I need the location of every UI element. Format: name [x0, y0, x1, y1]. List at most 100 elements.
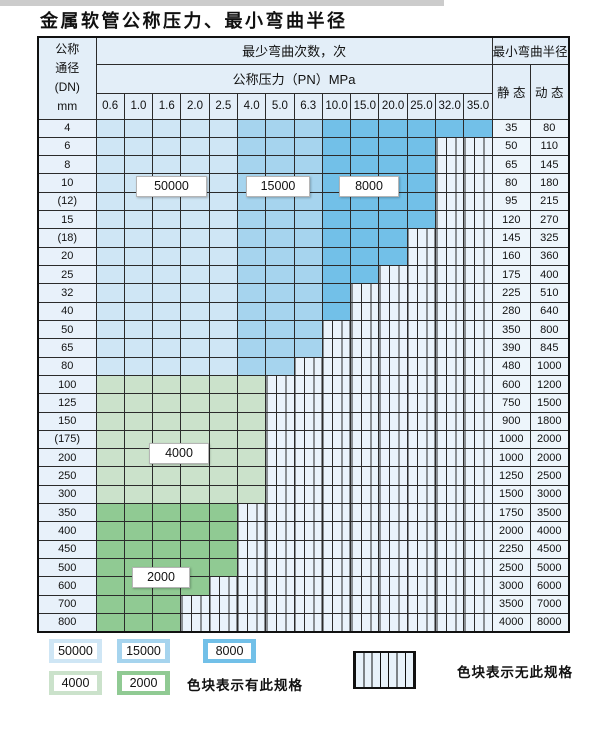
dynamic-radius-value: 325	[529, 228, 570, 248]
spec-cell	[95, 356, 125, 376]
spec-cell	[95, 301, 125, 321]
no-spec-cell	[321, 429, 352, 450]
spec-cell	[180, 539, 210, 560]
spec-cell	[152, 466, 182, 486]
spec-cell	[350, 210, 380, 230]
spec-cell	[208, 484, 238, 505]
spec-cell	[123, 521, 154, 541]
static-radius-value: 225	[491, 283, 531, 303]
spec-cell	[293, 155, 323, 175]
no-spec-cell	[350, 301, 380, 321]
spec-cell	[406, 136, 437, 157]
spec-cell	[265, 118, 295, 138]
no-spec-cell	[406, 594, 437, 614]
spec-cell	[180, 118, 210, 138]
legend-swatch-value: 15000	[122, 643, 165, 659]
dynamic-radius-value: 3500	[529, 503, 570, 523]
pressure-value-header: 10.0	[321, 92, 352, 120]
no-spec-cell	[435, 136, 465, 157]
dynamic-radius-value: 1500	[529, 393, 570, 413]
no-spec-cell	[293, 576, 323, 596]
spec-cell	[152, 393, 182, 413]
no-spec-cell	[435, 503, 465, 523]
spec-cell	[152, 246, 182, 267]
no-spec-cell	[265, 503, 295, 523]
no-spec-cell	[406, 319, 437, 340]
no-spec-cell	[293, 356, 323, 376]
no-spec-cell	[378, 503, 408, 523]
spec-cell	[123, 136, 154, 157]
no-spec-cell	[265, 557, 295, 578]
pressure-value-header: 0.6	[95, 92, 125, 120]
row-dn-label: 65	[37, 338, 97, 358]
no-spec-cell	[435, 466, 465, 486]
pressure-value-header: 15.0	[350, 92, 380, 120]
no-spec-cell	[406, 539, 437, 560]
min-bend-cycles-header: 最少弯曲次数，次	[95, 36, 493, 65]
no-spec-cell	[293, 466, 323, 486]
no-spec-cell	[378, 448, 408, 468]
static-radius-header: 静 态	[491, 63, 531, 120]
spec-cell	[321, 283, 352, 303]
no-spec-cell	[463, 411, 493, 431]
spec-cell	[293, 319, 323, 340]
no-spec-cell	[293, 484, 323, 505]
no-spec-cell	[293, 448, 323, 468]
spec-cell	[350, 264, 380, 285]
table-row: 65 390 845	[37, 338, 570, 358]
no-spec-cell	[463, 136, 493, 157]
no-spec-cell	[378, 283, 408, 303]
spec-cell	[123, 301, 154, 321]
no-spec-cell	[378, 612, 408, 633]
spec-cell	[265, 319, 295, 340]
dynamic-radius-value: 8000	[529, 612, 570, 633]
no-spec-cell	[350, 448, 380, 468]
legend-swatch-4000: 4000	[49, 671, 102, 695]
static-radius-value: 900	[491, 411, 531, 431]
spec-cell	[406, 173, 437, 193]
static-radius-value: 600	[491, 374, 531, 395]
spec-cell	[95, 118, 125, 138]
row-dn-label: 600	[37, 576, 97, 596]
no-spec-cell	[265, 448, 295, 468]
spec-cell	[208, 191, 238, 212]
row-dn-label: 6	[37, 136, 97, 157]
spec-cell	[406, 210, 437, 230]
no-spec-cell	[350, 466, 380, 486]
spec-cell	[123, 594, 154, 614]
no-spec-cell	[435, 338, 465, 358]
spec-cell	[378, 228, 408, 248]
spec-cell	[180, 210, 210, 230]
spec-cell	[463, 118, 493, 138]
no-spec-cell	[321, 594, 352, 614]
spec-cell	[180, 374, 210, 395]
no-spec-cell	[180, 612, 210, 633]
spec-cell	[180, 411, 210, 431]
static-radius-value: 480	[491, 356, 531, 376]
spec-cell	[321, 155, 352, 175]
spec-cell	[378, 155, 408, 175]
spec-cell	[95, 246, 125, 267]
no-spec-cell	[265, 393, 295, 413]
spec-cell	[236, 466, 267, 486]
spec-cell	[95, 466, 125, 486]
min-bend-radius-header: 最小弯曲半径	[491, 36, 570, 65]
no-spec-cell	[406, 484, 437, 505]
no-spec-cell	[406, 576, 437, 596]
spec-cell	[180, 393, 210, 413]
spec-cell	[95, 338, 125, 358]
spec-cell	[152, 411, 182, 431]
spec-cell	[180, 136, 210, 157]
pressure-value-header: 6.3	[293, 92, 323, 120]
spec-cell	[95, 557, 125, 578]
static-radius-value: 280	[491, 301, 531, 321]
static-radius-value: 35	[491, 118, 531, 138]
no-spec-cell	[406, 301, 437, 321]
table-row: 800 4000 8000	[37, 612, 570, 633]
static-radius-value: 120	[491, 210, 531, 230]
no-spec-cell	[350, 393, 380, 413]
dynamic-radius-value: 1800	[529, 411, 570, 431]
spec-cell	[406, 155, 437, 175]
spec-cell	[123, 338, 154, 358]
no-spec-cell	[463, 283, 493, 303]
